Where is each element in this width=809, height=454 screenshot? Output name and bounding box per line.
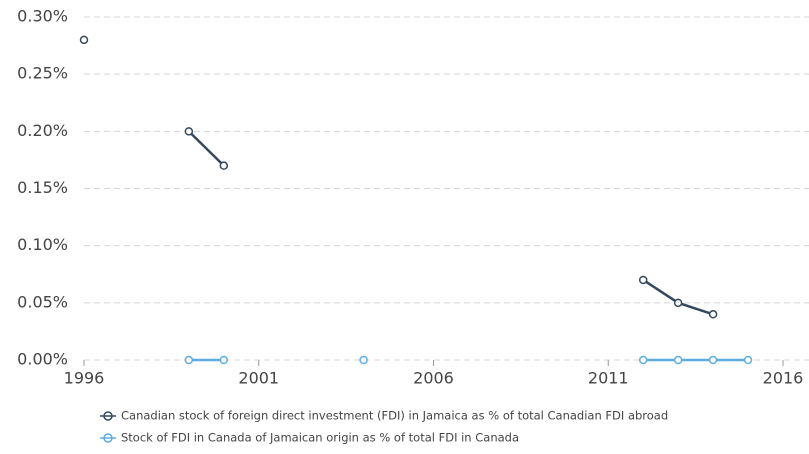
data-point <box>184 355 194 365</box>
series-line <box>187 130 714 316</box>
y-tick-label: 0.10% <box>17 235 68 254</box>
x-tick-label: 2001 <box>238 369 279 388</box>
data-point <box>708 355 718 365</box>
data-point <box>638 355 648 365</box>
y-tick-label: 0.20% <box>17 121 68 140</box>
legend-label: Canadian stock of foreign direct investm… <box>121 409 668 423</box>
x-tick-label: 2016 <box>763 369 804 388</box>
y-tick-label: 0.00% <box>17 350 68 369</box>
data-point <box>673 298 683 308</box>
legend-label: Stock of FDI in Canada of Jamaican origi… <box>121 431 519 445</box>
data-point <box>219 161 229 170</box>
y-tick-label: 0.25% <box>17 64 68 83</box>
data-point <box>673 355 683 365</box>
y-tick-label: 0.30% <box>17 7 68 26</box>
data-point <box>219 355 229 365</box>
y-tick-label: 0.15% <box>17 178 68 197</box>
data-point <box>743 355 753 365</box>
data-point <box>79 35 89 45</box>
data-point <box>708 310 718 319</box>
x-tick-label: 1996 <box>64 369 105 388</box>
y-tick-label: 0.05% <box>17 292 68 311</box>
data-point <box>184 127 194 136</box>
data-point <box>638 275 648 285</box>
x-tick-label: 2011 <box>588 369 629 388</box>
data-point <box>359 355 368 365</box>
x-tick-label: 2006 <box>413 369 454 388</box>
